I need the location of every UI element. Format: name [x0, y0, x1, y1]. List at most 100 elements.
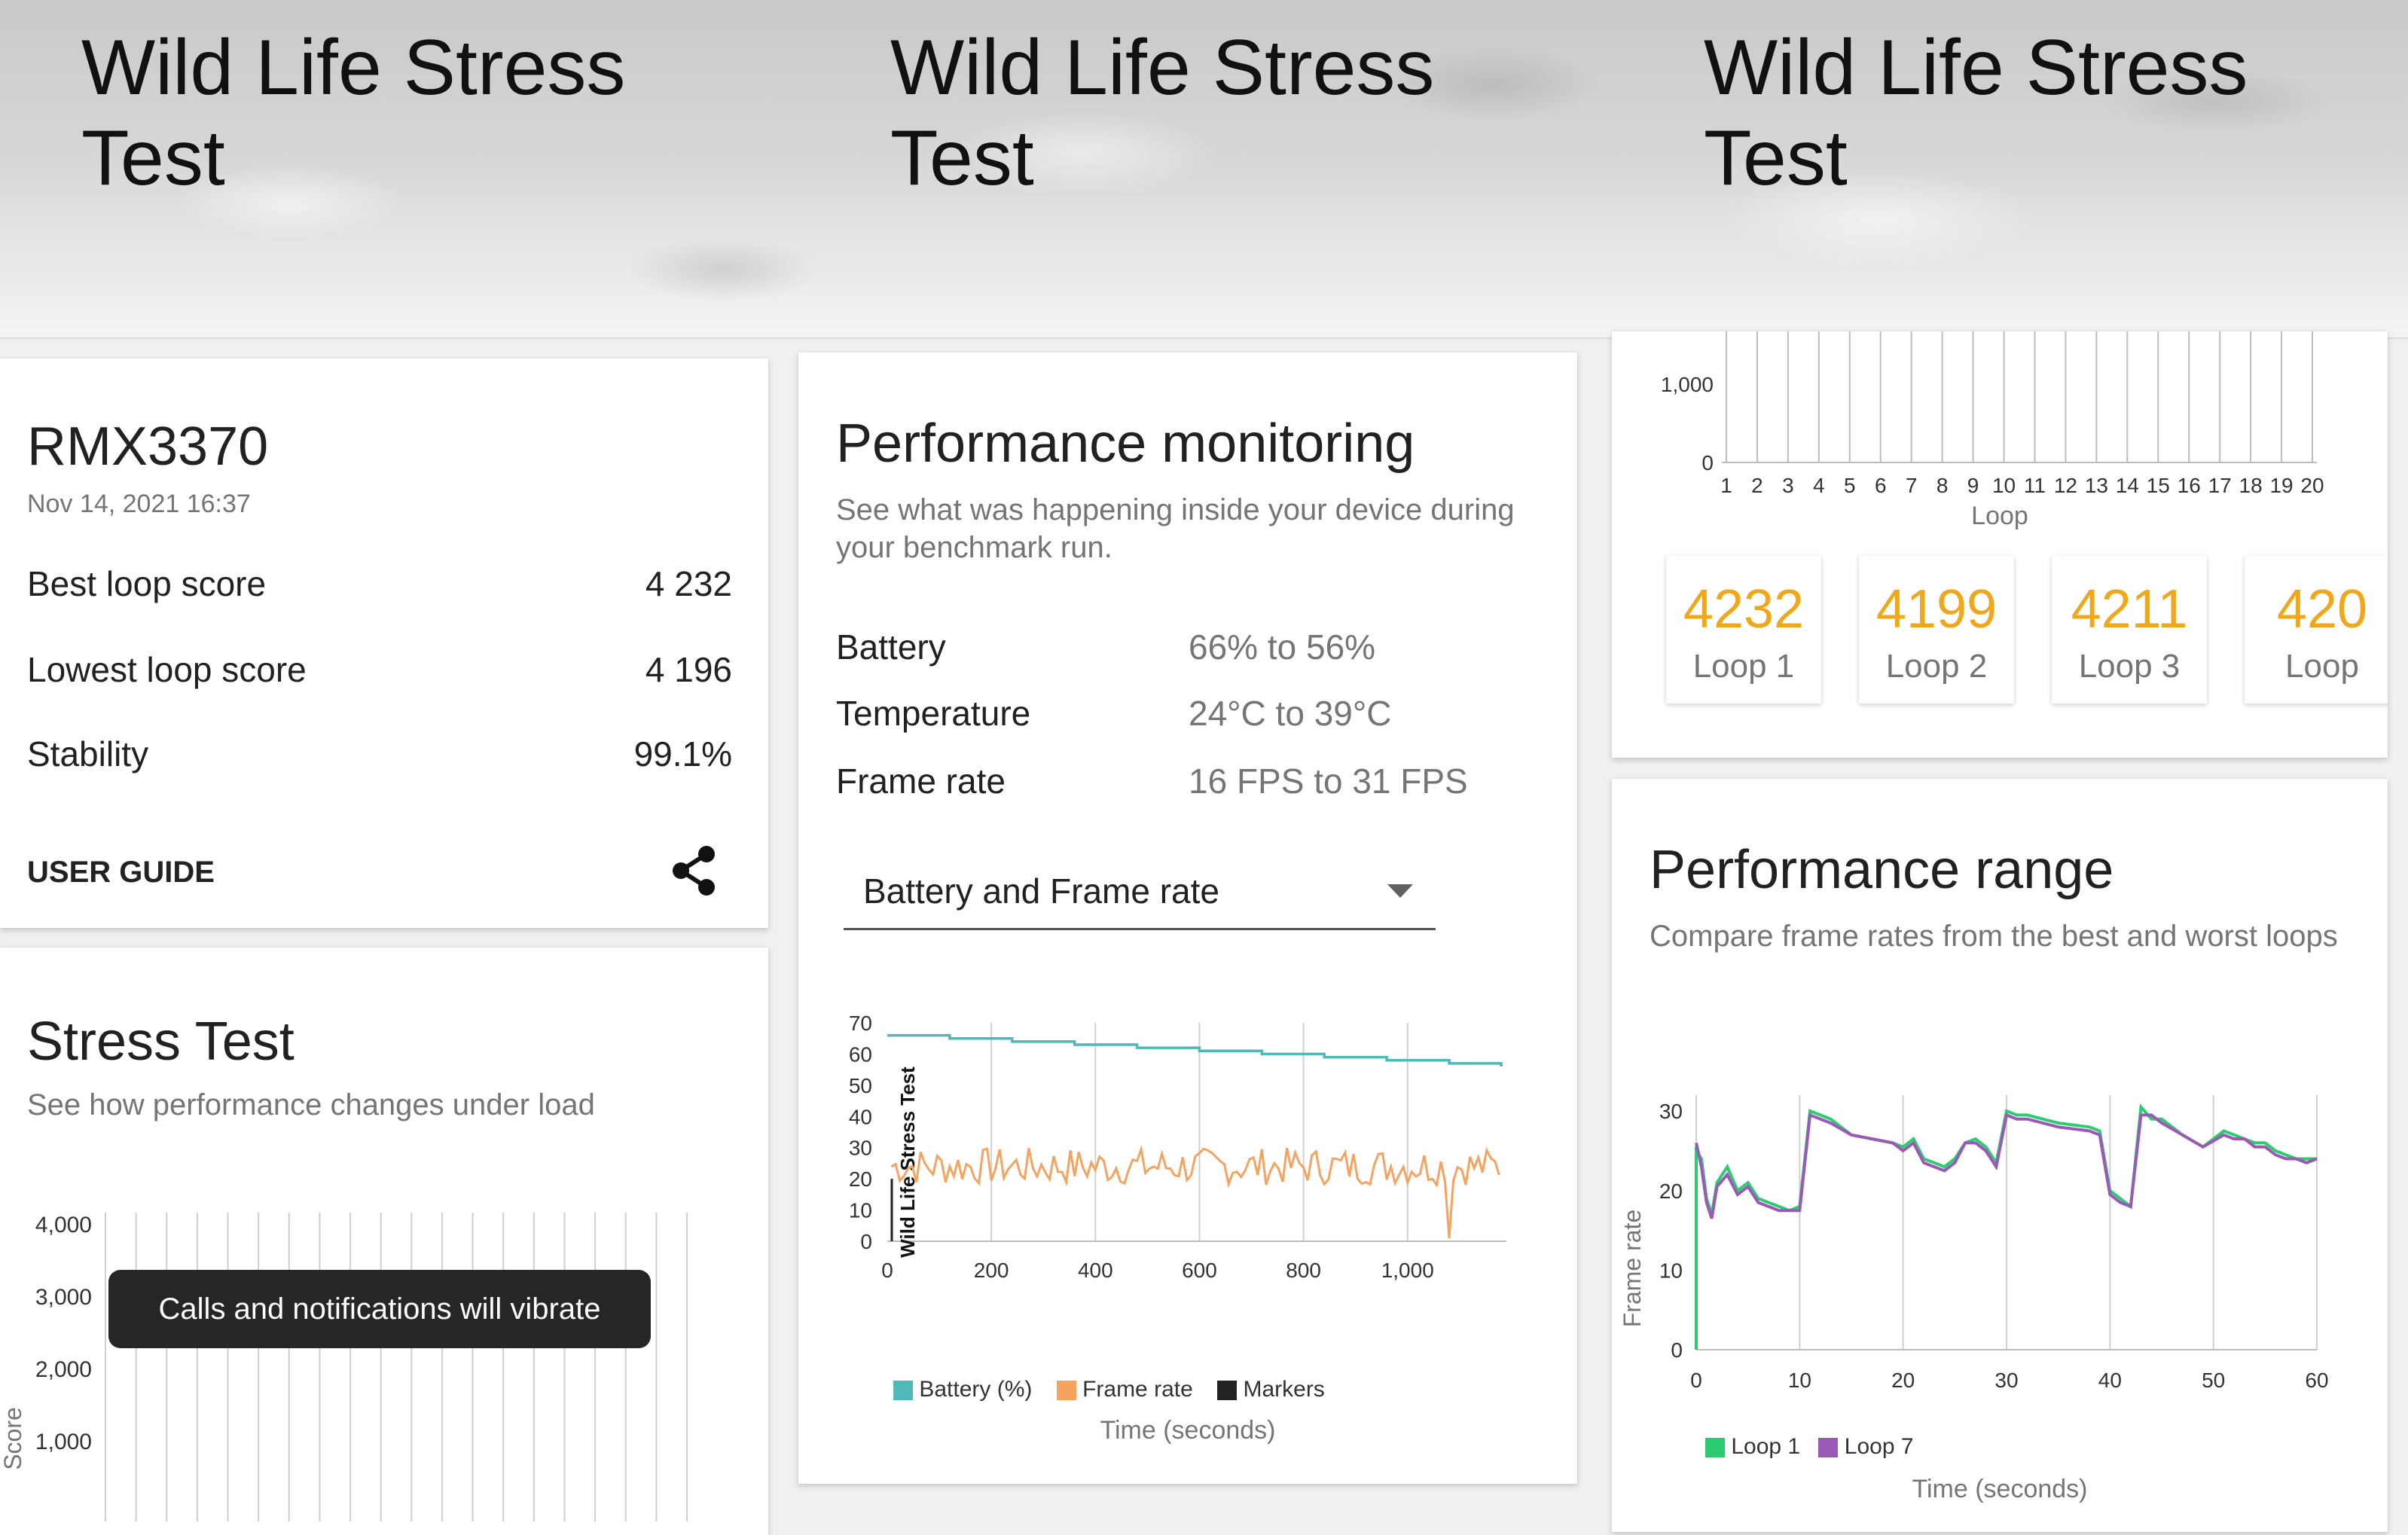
- frame-rate-series-line: [890, 1145, 1500, 1239]
- pm-y-tick: 50: [849, 1074, 872, 1097]
- performance-range-chart: Frame rate 0 10 20 30 0 10 20 30 40 50 60: [1619, 1095, 2329, 1392]
- loop-x-tick: 14: [2116, 474, 2139, 497]
- loop-7-series-line: [1695, 1112, 2318, 1219]
- page-title: Wild Life Stress Test: [81, 24, 626, 202]
- pm-x-tick: 400: [1078, 1259, 1113, 1282]
- device-name: RMX3370: [27, 417, 269, 477]
- loop-score: 4232: [1683, 579, 1805, 639]
- performance-range-card: Performance range Compare frame rates fr…: [1612, 779, 2388, 1532]
- frame-rate-legend-label: Frame rate: [1082, 1377, 1193, 1402]
- performance-x-axis-label: Time (seconds): [1100, 1416, 1276, 1445]
- loop-y-tick: 1,000: [1661, 373, 1714, 396]
- range-subtitle: Compare frame rates from the best and wo…: [1650, 920, 2338, 953]
- stress-title: Stress Test: [27, 1012, 295, 1072]
- performance-legend: Battery (%) Frame rate Markers: [893, 1377, 1325, 1402]
- performance-title: Performance monitoring: [836, 414, 1415, 474]
- page-title: Wild Life Stress Test: [1704, 24, 2248, 202]
- pm-x-tick: 200: [974, 1259, 1009, 1282]
- loop-7-legend-label: Loop 7: [1844, 1434, 1914, 1459]
- loop-x-tick: 1: [1720, 474, 1732, 497]
- pr-x-tick: 20: [1891, 1369, 1915, 1392]
- chart-select-dropdown[interactable]: Battery and Frame rate: [844, 862, 1436, 930]
- marker-label: Wild Life Stress Test: [896, 1067, 919, 1258]
- stability-value: 99.1%: [633, 734, 732, 774]
- pr-y-tick: 10: [1659, 1259, 1683, 1282]
- loop-score: 420: [2276, 579, 2368, 639]
- frame-rate-value: 16 FPS to 31 FPS: [1189, 761, 1468, 801]
- loop-x-tick: 3: [1782, 474, 1794, 497]
- loop-1-series-line: [1695, 1103, 2317, 1350]
- pr-y-tick: 30: [1659, 1100, 1683, 1123]
- battery-legend-label: Battery (%): [919, 1377, 1033, 1402]
- performance-chart: 0 10 20 30 40 50 60 70 0 200 400 600 800 1,000 Wild …: [849, 1015, 1506, 1282]
- pr-x-tick: 50: [2202, 1369, 2225, 1392]
- loop-card-4[interactable]: 420 Loop: [2245, 556, 2388, 703]
- loop-x-tick: 15: [2147, 474, 2170, 497]
- loop-1-legend-label: Loop 1: [1731, 1434, 1801, 1459]
- share-icon[interactable]: [670, 845, 719, 896]
- pm-x-tick: 600: [1182, 1259, 1217, 1282]
- pm-x-tick: 800: [1286, 1259, 1321, 1282]
- stress-y-axis-label: Score: [0, 1407, 26, 1470]
- loop-card-2[interactable]: 4199 Loop 2: [1859, 556, 2014, 703]
- lowest-loop-label: Lowest loop score: [27, 650, 307, 689]
- loop-x-tick: 8: [1936, 474, 1949, 497]
- summary-card: RMX3370 Nov 14, 2021 16:37 Best loop sco…: [0, 359, 768, 928]
- loop-x-tick: 20: [2300, 474, 2324, 497]
- loop-x-axis-label: Loop: [1971, 502, 2028, 530]
- loop-card-1[interactable]: 4232 Loop 1: [1666, 556, 1821, 703]
- loop-7-legend-swatch: [1818, 1438, 1839, 1458]
- stress-chart: Score 1,000 2,000 3,000 4,000: [0, 1213, 688, 1521]
- loop-x-tick: 13: [2085, 474, 2108, 497]
- user-guide-link[interactable]: USER GUIDE: [27, 856, 215, 889]
- loop-x-tick: 11: [2024, 474, 2046, 497]
- pr-y-tick: 0: [1671, 1338, 1683, 1362]
- temperature-label: Temperature: [836, 694, 1031, 733]
- chevron-down-icon: [1387, 884, 1413, 898]
- pm-y-tick: 60: [849, 1042, 872, 1066]
- range-title: Performance range: [1650, 840, 2114, 900]
- pm-x-tick: 1,000: [1381, 1259, 1434, 1282]
- range-x-axis-label: Time (seconds): [1912, 1475, 2088, 1503]
- markers-legend-swatch: [1217, 1381, 1238, 1401]
- frame-rate-label: Frame rate: [836, 761, 1006, 801]
- stress-y-tick: 3,000: [35, 1285, 92, 1310]
- stress-test-card: Stress Test See how performance changes …: [0, 948, 768, 1535]
- result-date: Nov 14, 2021 16:37: [27, 490, 251, 518]
- battery-label: Battery: [836, 627, 946, 667]
- best-loop-label: Best loop score: [27, 564, 267, 603]
- loop-x-tick: 16: [2178, 474, 2201, 497]
- battery-value: 66% to 56%: [1189, 627, 1376, 667]
- header-banner: Wild Life Stress Test Wild Life Stress T…: [0, 0, 2408, 339]
- loop-x-tick: 12: [2054, 474, 2077, 497]
- pm-y-tick: 10: [849, 1199, 872, 1222]
- loop-x-tick: 19: [2269, 474, 2293, 497]
- loop-score: 4211: [2071, 579, 2188, 639]
- loop-scores-card: 0 1,000 1 2 3 4 5 6 7 8 9 10 11 12 13 14 15 16 17 18 19 20 L…: [1612, 331, 2388, 758]
- lowest-loop-value: 4 196: [645, 650, 732, 689]
- loop-x-tick: 2: [1751, 474, 1763, 497]
- loop-card-3[interactable]: 4211 Loop 3: [2052, 556, 2207, 703]
- loop-x-tick: 7: [1906, 474, 1918, 497]
- loop-x-tick: 17: [2208, 474, 2232, 497]
- loop-cards-strip: 4232 Loop 1 4199 Loop 2 4211 Loop 3 420 …: [1612, 0, 2388, 753]
- page-title: Wild Life Stress Test: [890, 24, 1435, 202]
- markers-legend-label: Markers: [1243, 1377, 1325, 1402]
- loop-label: Loop: [2285, 648, 2359, 685]
- pm-x-tick: 0: [881, 1259, 893, 1282]
- loop-x-tick: 5: [1844, 474, 1856, 497]
- stability-label: Stability: [27, 734, 149, 774]
- performance-monitoring-card: Performance monitoring See what was happ…: [798, 352, 1577, 1484]
- stress-y-tick: 1,000: [35, 1430, 92, 1454]
- pm-y-tick: 0: [860, 1230, 872, 1253]
- loop-score: 4199: [1875, 579, 1998, 639]
- loop-scores-chart: 01,000 1 2 3 4 5 6 7 8 9 10 11 12 13 14 15 16 17 18 19 20: [1661, 331, 2324, 497]
- pr-x-tick: 0: [1690, 1369, 1702, 1392]
- loop-x-tick: 9: [1967, 474, 1979, 497]
- loop-label: Loop 3: [2078, 648, 2181, 685]
- range-y-axis-label: Frame rate: [1619, 1210, 1646, 1327]
- loop-x-tick: 18: [2239, 474, 2263, 497]
- pm-y-tick: 40: [849, 1105, 872, 1128]
- pr-x-tick: 10: [1788, 1369, 1811, 1392]
- performance-subtitle: See what was happening inside your devic…: [836, 493, 1515, 564]
